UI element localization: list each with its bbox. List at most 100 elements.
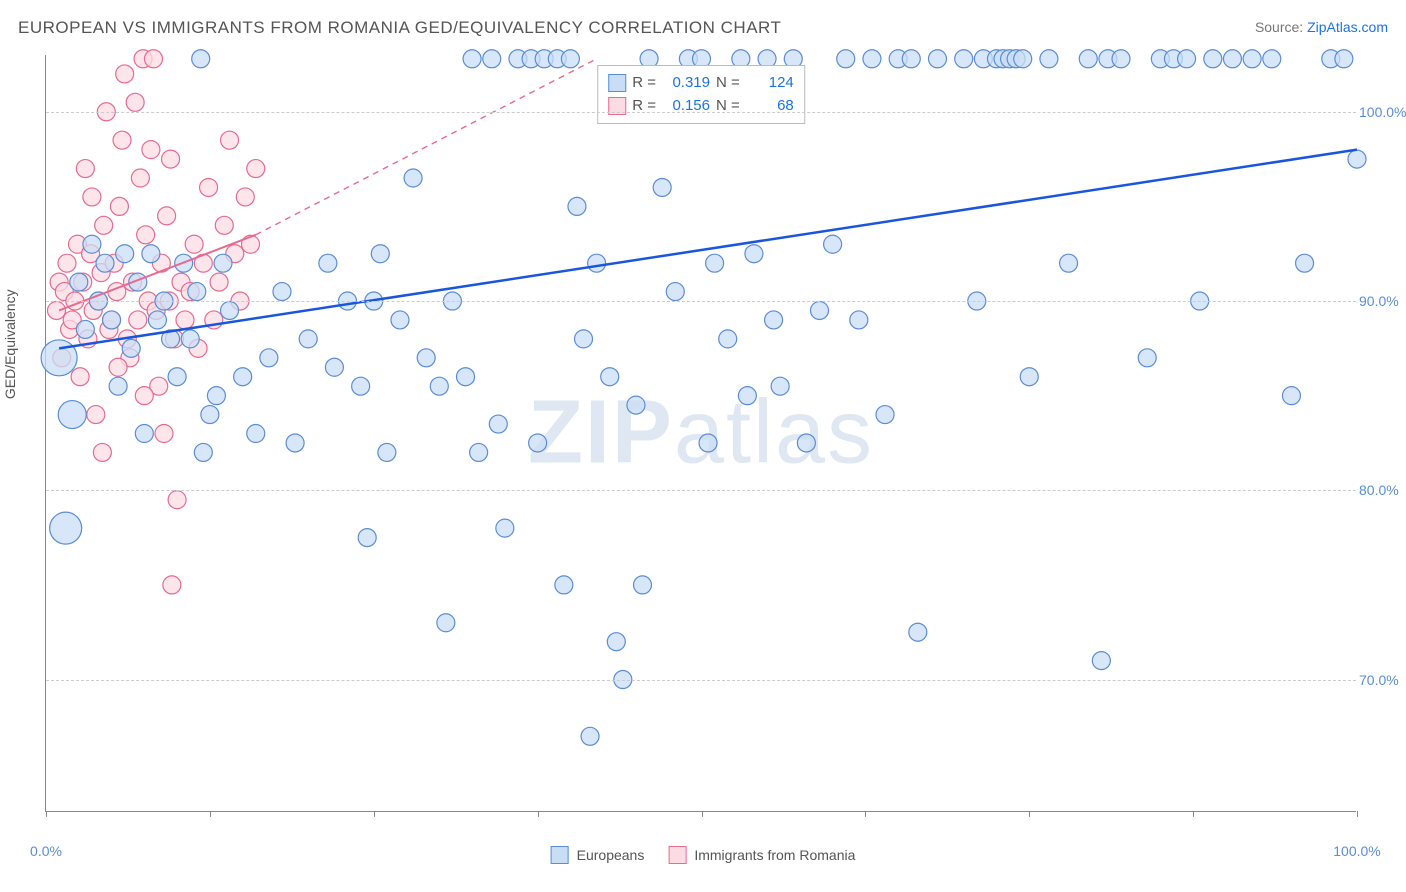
scatter-point[interactable] [1092, 652, 1110, 670]
legend-item[interactable]: Europeans [551, 846, 645, 864]
scatter-point[interactable] [863, 50, 881, 68]
scatter-point[interactable] [601, 368, 619, 386]
scatter-point[interactable] [1040, 50, 1058, 68]
scatter-point[interactable] [457, 368, 475, 386]
scatter-point[interactable] [1282, 387, 1300, 405]
scatter-point[interactable] [76, 160, 94, 178]
scatter-point[interactable] [437, 614, 455, 632]
scatter-point[interactable] [634, 576, 652, 594]
scatter-point[interactable] [955, 50, 973, 68]
scatter-point[interactable] [148, 311, 166, 329]
scatter-point[interactable] [163, 576, 181, 594]
scatter-point[interactable] [1014, 50, 1032, 68]
scatter-point[interactable] [627, 396, 645, 414]
scatter-point[interactable] [162, 150, 180, 168]
scatter-point[interactable] [87, 406, 105, 424]
scatter-point[interactable] [909, 623, 927, 641]
scatter-point[interactable] [404, 169, 422, 187]
scatter-point[interactable] [902, 50, 920, 68]
scatter-point[interactable] [561, 50, 579, 68]
scatter-point[interactable] [489, 415, 507, 433]
scatter-point[interactable] [319, 254, 337, 272]
scatter-point[interactable] [273, 283, 291, 301]
legend-item[interactable]: Immigrants from Romania [668, 846, 855, 864]
scatter-point[interactable] [210, 273, 228, 291]
scatter-point[interactable] [837, 50, 855, 68]
scatter-point[interactable] [116, 245, 134, 263]
scatter-point[interactable] [371, 245, 389, 263]
scatter-point[interactable] [810, 301, 828, 319]
scatter-point[interactable] [221, 301, 239, 319]
scatter-point[interactable] [653, 178, 671, 196]
scatter-point[interactable] [581, 727, 599, 745]
scatter-point[interactable] [47, 301, 65, 319]
scatter-point[interactable] [378, 443, 396, 461]
scatter-point[interactable] [142, 245, 160, 263]
scatter-point[interactable] [194, 443, 212, 461]
scatter-point[interactable] [1296, 254, 1314, 272]
scatter-point[interactable] [496, 519, 514, 537]
scatter-point[interactable] [1079, 50, 1097, 68]
scatter-point[interactable] [201, 406, 219, 424]
scatter-point[interactable] [1178, 50, 1196, 68]
source-link[interactable]: ZipAtlas.com [1307, 19, 1388, 35]
scatter-point[interactable] [155, 425, 173, 443]
scatter-point[interactable] [260, 349, 278, 367]
scatter-point[interactable] [93, 443, 111, 461]
scatter-point[interactable] [83, 235, 101, 253]
scatter-point[interactable] [221, 131, 239, 149]
scatter-point[interactable] [1243, 50, 1261, 68]
scatter-point[interactable] [103, 311, 121, 329]
scatter-point[interactable] [575, 330, 593, 348]
scatter-point[interactable] [200, 178, 218, 196]
scatter-point[interactable] [928, 50, 946, 68]
scatter-point[interactable] [286, 434, 304, 452]
scatter-point[interactable] [185, 235, 203, 253]
scatter-point[interactable] [110, 197, 128, 215]
scatter-point[interactable] [168, 491, 186, 509]
scatter-point[interactable] [1348, 150, 1366, 168]
scatter-point[interactable] [824, 235, 842, 253]
scatter-point[interactable] [58, 401, 86, 429]
scatter-point[interactable] [719, 330, 737, 348]
scatter-point[interactable] [765, 311, 783, 329]
scatter-point[interactable] [234, 368, 252, 386]
scatter-point[interactable] [588, 254, 606, 272]
scatter-point[interactable] [850, 311, 868, 329]
scatter-point[interactable] [483, 50, 501, 68]
scatter-point[interactable] [192, 50, 210, 68]
scatter-point[interactable] [771, 377, 789, 395]
scatter-point[interactable] [109, 377, 127, 395]
scatter-point[interactable] [70, 273, 88, 291]
scatter-point[interactable] [145, 50, 163, 68]
scatter-point[interactable] [1138, 349, 1156, 367]
scatter-point[interactable] [76, 320, 94, 338]
scatter-point[interactable] [247, 425, 265, 443]
scatter-point[interactable] [207, 387, 225, 405]
scatter-point[interactable] [214, 254, 232, 272]
scatter-point[interactable] [463, 50, 481, 68]
scatter-point[interactable] [71, 368, 89, 386]
scatter-point[interactable] [181, 330, 199, 348]
scatter-point[interactable] [1263, 50, 1281, 68]
scatter-point[interactable] [1060, 254, 1078, 272]
scatter-point[interactable] [470, 443, 488, 461]
scatter-point[interactable] [1335, 50, 1353, 68]
scatter-point[interactable] [122, 339, 140, 357]
scatter-point[interactable] [391, 311, 409, 329]
scatter-point[interactable] [131, 169, 149, 187]
scatter-point[interactable] [168, 368, 186, 386]
scatter-point[interactable] [58, 254, 76, 272]
scatter-point[interactable] [797, 434, 815, 452]
scatter-point[interactable] [745, 245, 763, 263]
scatter-point[interactable] [242, 235, 260, 253]
scatter-point[interactable] [96, 254, 114, 272]
scatter-point[interactable] [430, 377, 448, 395]
scatter-point[interactable] [129, 311, 147, 329]
scatter-point[interactable] [325, 358, 343, 376]
scatter-point[interactable] [706, 254, 724, 272]
scatter-point[interactable] [568, 197, 586, 215]
scatter-point[interactable] [607, 633, 625, 651]
scatter-point[interactable] [113, 131, 131, 149]
scatter-point[interactable] [188, 283, 206, 301]
